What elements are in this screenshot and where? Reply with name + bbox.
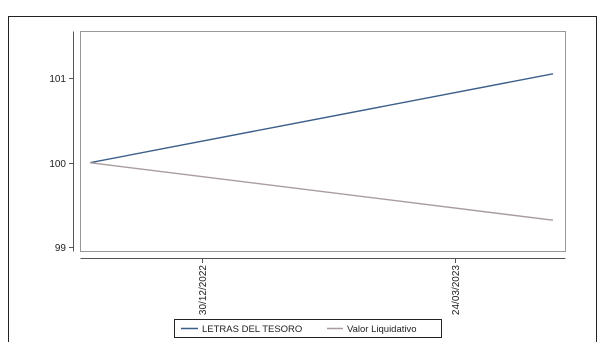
- y-axis: 99 100 101: [49, 31, 74, 254]
- series-lines: [89, 73, 554, 221]
- x-axis: 30/12/2022 24/03/2023: [80, 258, 566, 315]
- legend: LETRAS DEL TESORO Valor Liquidativo: [174, 319, 442, 338]
- legend-label-valor: Valor Liquidativo: [347, 324, 417, 335]
- series-line-0: [89, 73, 554, 164]
- y-tick-label: 100: [49, 159, 66, 170]
- y-tick-label: 99: [55, 243, 67, 254]
- legend-box: [174, 319, 442, 338]
- chart-frame: [8, 16, 597, 342]
- x-tick-label: 30/12/2022: [198, 265, 209, 315]
- plot-area: [80, 31, 566, 252]
- y-tick-label: 101: [49, 74, 66, 85]
- x-tick-label: 24/03/2023: [451, 265, 462, 315]
- legend-label-letras: LETRAS DEL TESORO: [202, 324, 302, 335]
- series-line-1: [89, 162, 554, 221]
